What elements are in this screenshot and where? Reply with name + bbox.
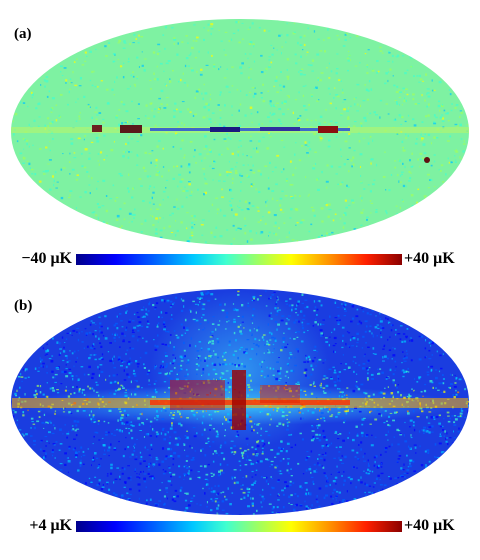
panel-b-label: (b): [14, 298, 33, 314]
colorbar-a: −40 μK +40 μK: [0, 249, 480, 273]
sky-map-a: [11, 19, 469, 245]
sky-map-b: [11, 289, 469, 515]
colorbar-b-max-label: +40 μK: [404, 517, 455, 534]
colorbar-a-max-label: +40 μK: [404, 250, 455, 267]
colorbar-a-min-label: −40 μK: [21, 250, 72, 267]
colorbar-b-min-label: +4 μK: [29, 517, 72, 534]
colorbar-b: +4 μK +40 μK: [0, 516, 480, 540]
sky-map-b-speckle: [12, 290, 469, 515]
galactic-plane-a: [11, 125, 469, 163]
panel-a-label: (a): [14, 26, 32, 42]
sky-map-a-speckle: [12, 20, 469, 245]
colorbar-b-gradient: [76, 521, 402, 532]
colorbar-a-gradient: [76, 254, 402, 265]
galactic-plane-b: [12, 370, 468, 430]
